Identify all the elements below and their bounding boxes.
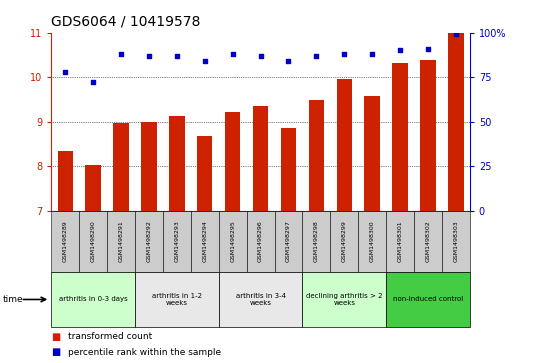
Text: GSM1498294: GSM1498294 [202, 220, 207, 262]
Bar [330, 211, 358, 272]
Bar [197, 136, 212, 211]
Text: percentile rank within the sample: percentile rank within the sample [68, 348, 221, 356]
Point [200, 58, 209, 64]
Bar [135, 272, 219, 327]
Text: GSM1498289: GSM1498289 [63, 220, 68, 262]
Text: GSM1498290: GSM1498290 [91, 220, 96, 262]
Bar [253, 106, 268, 211]
Bar [358, 211, 386, 272]
Point [117, 51, 125, 57]
Bar [85, 165, 101, 211]
Bar [281, 128, 296, 211]
Text: arthritis in 3-4
weeks: arthritis in 3-4 weeks [235, 293, 286, 306]
Text: GSM1498301: GSM1498301 [397, 221, 402, 262]
Bar [302, 211, 330, 272]
Bar [393, 63, 408, 211]
Text: GSM1498302: GSM1498302 [426, 220, 430, 262]
Bar [302, 272, 386, 327]
Text: GSM1498292: GSM1498292 [146, 220, 151, 262]
Text: GSM1498303: GSM1498303 [454, 220, 458, 262]
Bar [113, 123, 129, 211]
Bar [414, 211, 442, 272]
Bar [442, 211, 470, 272]
Point [423, 46, 432, 52]
Point [61, 69, 70, 75]
Text: GSM1498300: GSM1498300 [370, 221, 375, 262]
Bar [191, 211, 219, 272]
Text: GDS6064 / 10419578: GDS6064 / 10419578 [51, 15, 201, 29]
Point [284, 58, 293, 64]
Text: non-induced control: non-induced control [393, 297, 463, 302]
Point [312, 53, 321, 59]
Bar [219, 272, 302, 327]
Bar [107, 211, 135, 272]
Text: ■: ■ [51, 347, 60, 357]
Bar [225, 112, 240, 211]
Point [145, 53, 153, 59]
Text: GSM1498296: GSM1498296 [258, 220, 263, 262]
Bar [386, 272, 470, 327]
Bar [51, 272, 135, 327]
Bar [141, 122, 157, 211]
Text: ■: ■ [51, 332, 60, 342]
Bar [247, 211, 274, 272]
Bar [79, 211, 107, 272]
Point [340, 51, 349, 57]
Text: time: time [3, 295, 23, 304]
Bar [420, 60, 436, 211]
Text: arthritis in 0-3 days: arthritis in 0-3 days [59, 297, 127, 302]
Bar [163, 211, 191, 272]
Text: declining arthritis > 2
weeks: declining arthritis > 2 weeks [306, 293, 382, 306]
Bar [219, 211, 247, 272]
Bar [274, 211, 302, 272]
Point [368, 51, 376, 57]
Bar [364, 96, 380, 211]
Bar [309, 100, 324, 211]
Point [451, 32, 460, 37]
Text: arthritis in 1-2
weeks: arthritis in 1-2 weeks [152, 293, 202, 306]
Text: GSM1498295: GSM1498295 [230, 220, 235, 262]
Point [256, 53, 265, 59]
Bar [135, 211, 163, 272]
Bar [58, 151, 73, 211]
Point [89, 79, 98, 85]
Text: GSM1498291: GSM1498291 [119, 220, 124, 262]
Text: GSM1498299: GSM1498299 [342, 220, 347, 262]
Point [396, 48, 404, 53]
Bar [51, 211, 79, 272]
Bar [448, 33, 463, 211]
Text: GSM1498297: GSM1498297 [286, 220, 291, 262]
Text: transformed count: transformed count [68, 333, 152, 341]
Bar [169, 116, 185, 211]
Bar [336, 79, 352, 211]
Text: GSM1498298: GSM1498298 [314, 220, 319, 262]
Bar [386, 211, 414, 272]
Text: GSM1498293: GSM1498293 [174, 220, 179, 262]
Point [173, 53, 181, 59]
Point [228, 51, 237, 57]
